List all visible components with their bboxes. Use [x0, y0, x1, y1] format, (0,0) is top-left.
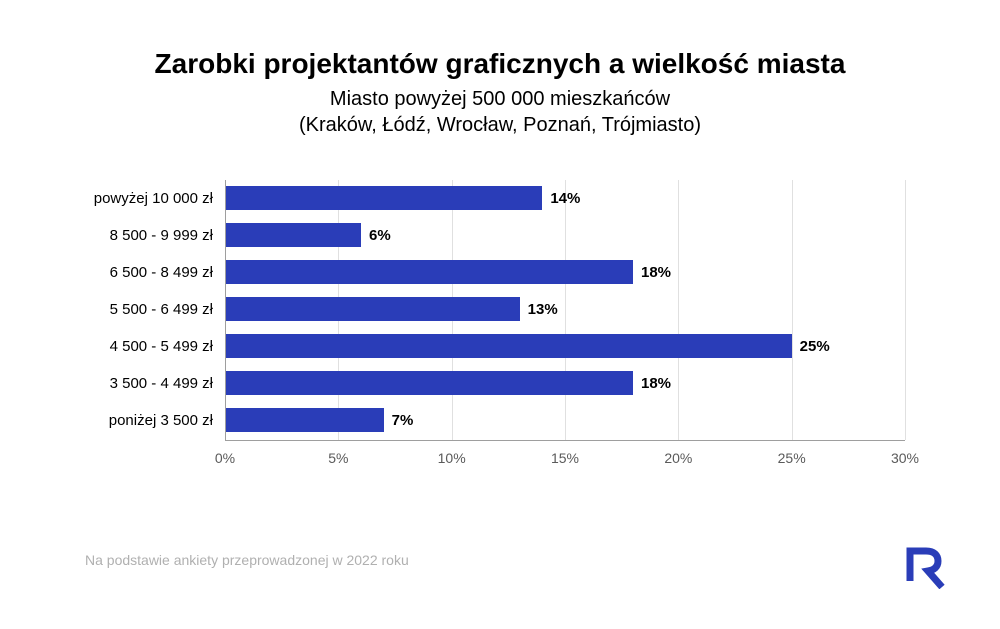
brand-logo	[904, 543, 950, 589]
footnote: Na podstawie ankiety przeprowadzonej w 2…	[85, 552, 409, 568]
value-label: 13%	[528, 301, 558, 318]
category-label: poniżej 3 500 zł	[13, 412, 213, 429]
x-tick-label: 10%	[438, 450, 466, 466]
category-label: powyżej 10 000 zł	[13, 190, 213, 207]
grid-line	[678, 180, 679, 440]
x-tick-label: 15%	[551, 450, 579, 466]
bar	[226, 297, 520, 321]
grid-line	[905, 180, 906, 440]
value-label: 18%	[641, 264, 671, 281]
value-label: 14%	[550, 190, 580, 207]
bar	[226, 371, 633, 395]
category-label: 4 500 - 5 499 zł	[13, 338, 213, 355]
bar	[226, 186, 542, 210]
category-label: 3 500 - 4 499 zł	[13, 375, 213, 392]
x-tick-label: 0%	[215, 450, 235, 466]
category-label: 5 500 - 6 499 zł	[13, 301, 213, 318]
x-tick-label: 25%	[778, 450, 806, 466]
grid-line	[565, 180, 566, 440]
x-tick-label: 5%	[328, 450, 348, 466]
x-tick-label: 20%	[664, 450, 692, 466]
bar	[226, 334, 792, 358]
value-label: 18%	[641, 375, 671, 392]
x-tick-label: 30%	[891, 450, 919, 466]
category-label: 8 500 - 9 999 zł	[13, 227, 213, 244]
bar-chart: 0% 5% 10% 15% 20% 25% 30% powyżej 10 000 zł 14% 8…	[0, 0, 1000, 629]
bar	[226, 223, 361, 247]
bar	[226, 260, 633, 284]
x-axis	[225, 440, 905, 441]
bar	[226, 408, 384, 432]
value-label: 7%	[392, 412, 414, 429]
value-label: 6%	[369, 227, 391, 244]
grid-line	[792, 180, 793, 440]
category-label: 6 500 - 8 499 zł	[13, 264, 213, 281]
value-label: 25%	[800, 338, 830, 355]
page: Zarobki projektantów graficznych a wielk…	[0, 0, 1000, 629]
